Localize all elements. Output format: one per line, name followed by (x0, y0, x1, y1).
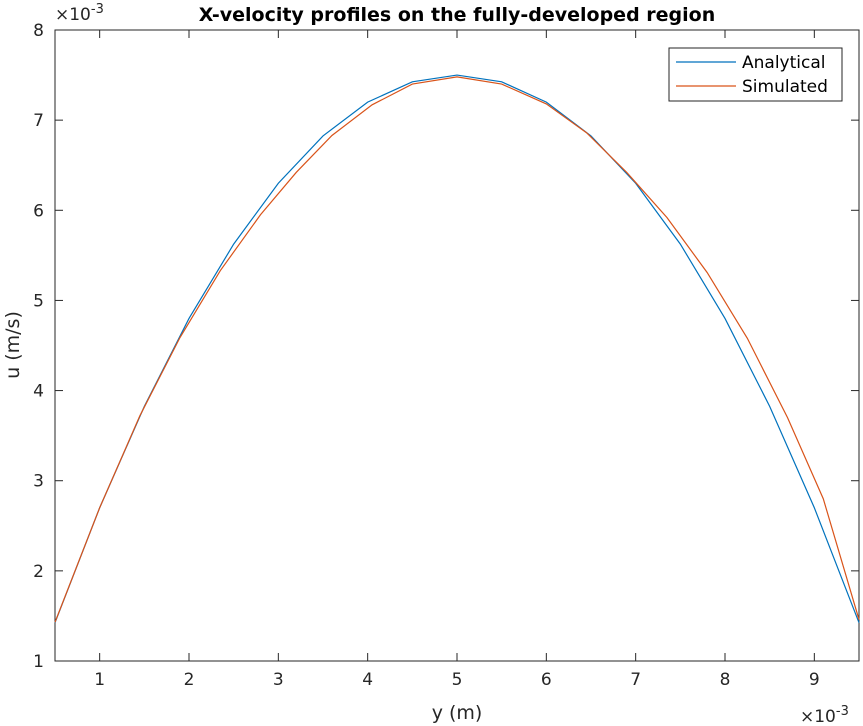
y-multiplier-exp: -3 (91, 2, 104, 17)
y-tick-label: 5 (33, 291, 44, 311)
series-line-analytical (54, 74, 860, 623)
legend-label-analytical: Analytical (742, 53, 825, 73)
x-multiplier-exp: -3 (836, 704, 849, 719)
svg-text:×10-3: ×10-3 (55, 2, 104, 25)
y-multiplier-base: ×10 (55, 5, 91, 25)
x-tick-label: 9 (809, 670, 820, 690)
series-line-simulated (54, 76, 860, 623)
x-tick-label: 5 (452, 670, 463, 690)
y-tick-label: 7 (33, 111, 44, 131)
legend: Analytical Simulated (668, 47, 843, 102)
legend-label-simulated: Simulated (742, 77, 828, 97)
x-tick-label: 4 (362, 670, 373, 690)
y-tick-label: 1 (33, 652, 44, 672)
y-tick-label: 2 (33, 562, 44, 582)
x-tick-label: 1 (94, 670, 105, 690)
x-tick-label: 8 (720, 670, 731, 690)
y-tick-label: 4 (33, 382, 44, 402)
ticks: 1 2 3 4 5 6 7 8 9 1 2 3 4 5 6 7 8 (33, 21, 859, 690)
y-multiplier: ×10-3 (55, 2, 104, 25)
x-tick-label: 3 (273, 670, 284, 690)
x-tick-label: 7 (630, 670, 641, 690)
y-tick-label: 8 (33, 21, 44, 41)
x-multiplier-base: ×10 (800, 707, 836, 726)
plot-area (54, 29, 860, 662)
svg-text:×10-3: ×10-3 (800, 704, 849, 726)
x-tick-label: 2 (184, 670, 195, 690)
series-lines (54, 74, 860, 623)
x-tick-label: 6 (541, 670, 552, 690)
y-axis-label: u (m/s) (2, 311, 24, 379)
chart-title: X-velocity profiles on the fully-develop… (199, 4, 715, 26)
y-tick-label: 3 (33, 472, 44, 492)
x-multiplier: ×10-3 (800, 704, 849, 726)
y-tick-label: 6 (33, 201, 44, 221)
x-axis-label: y (m) (432, 702, 483, 724)
